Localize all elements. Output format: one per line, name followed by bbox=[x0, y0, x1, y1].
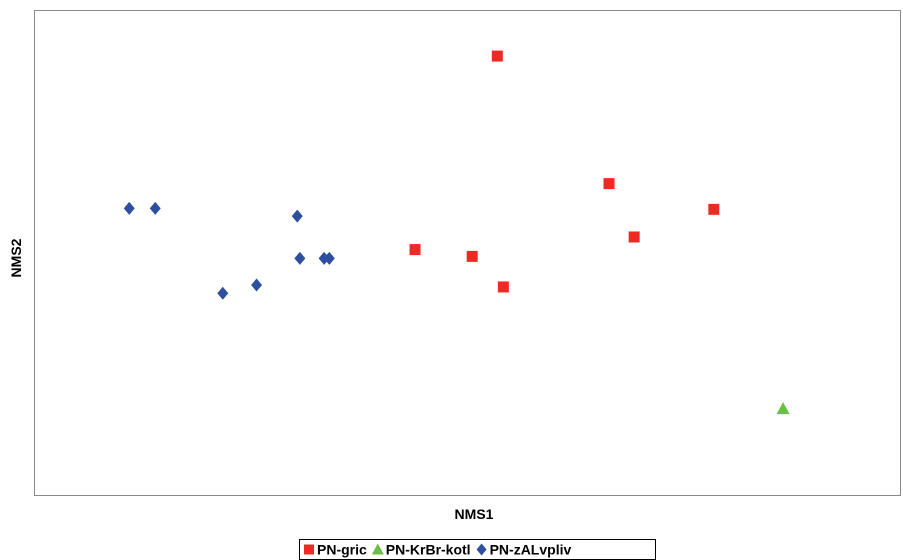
point-diamond-2-7 bbox=[217, 286, 229, 300]
y-axis-title: NMS2 bbox=[8, 238, 24, 277]
point-triangle-1-0 bbox=[776, 402, 790, 415]
point-square-0-2 bbox=[708, 203, 720, 215]
legend-label-1: PN-KrBr-kotl bbox=[386, 542, 471, 558]
point-diamond-2-3 bbox=[294, 251, 306, 265]
legend-marker-1 bbox=[371, 543, 384, 555]
point-diamond-2-1 bbox=[149, 201, 161, 215]
data-points bbox=[123, 50, 790, 415]
point-square-0-1 bbox=[603, 178, 615, 190]
point-square-0-0 bbox=[491, 50, 503, 62]
legend-label-0: PN-gric bbox=[317, 542, 367, 558]
point-square-0-3 bbox=[628, 231, 640, 243]
legend: PN-gric PN-KrBr-kotl PN-zALvpliv bbox=[304, 542, 571, 558]
point-square-0-6 bbox=[497, 281, 509, 293]
legend-marker-0 bbox=[304, 544, 314, 555]
point-diamond-2-6 bbox=[251, 278, 263, 292]
point-square-0-5 bbox=[466, 250, 478, 262]
x-axis-title: NMS1 bbox=[455, 506, 494, 522]
point-diamond-2-2 bbox=[291, 209, 303, 223]
point-diamond-2-0 bbox=[123, 201, 135, 215]
legend-marker-2 bbox=[476, 543, 487, 556]
point-diamond-2-5 bbox=[323, 251, 335, 265]
legend-label-2: PN-zALvpliv bbox=[490, 542, 572, 558]
point-square-0-4 bbox=[409, 244, 421, 256]
